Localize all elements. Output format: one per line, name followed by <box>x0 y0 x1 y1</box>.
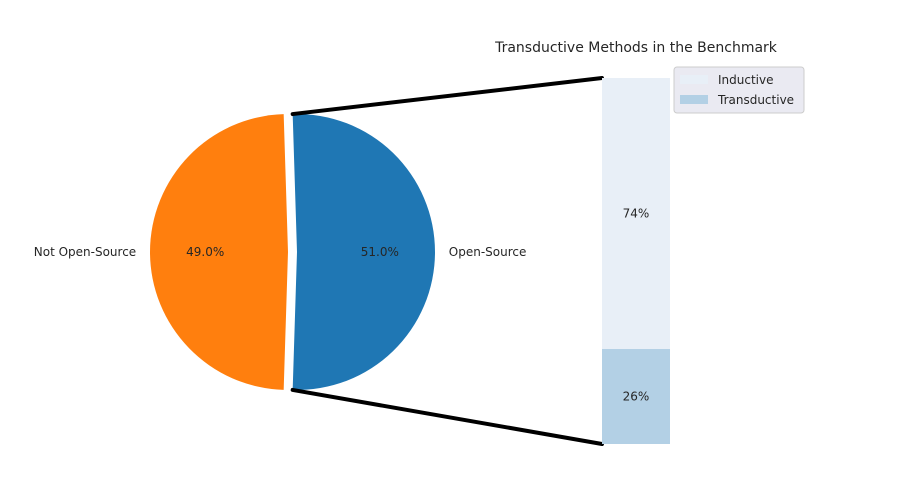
bar-segment-transductive <box>602 348 670 444</box>
legend-label-inductive: Inductive <box>718 73 774 87</box>
connector-line-bottom <box>290 387 604 446</box>
bar-value-label-inductive: 74% <box>623 206 650 220</box>
pie-category-label-not-open-source: Not Open-Source <box>34 245 136 259</box>
stacked-bar-chart: 26% 74% Transductive Methods in the Benchm… <box>494 40 778 444</box>
legend-label-transductive: Transductive <box>717 93 794 107</box>
connector-lines <box>290 76 604 446</box>
pie-chart: 51.0% Open-Source 49.0% Not Open-Source <box>34 114 527 391</box>
bar-chart-title: Transductive Methods in the Benchmark <box>494 40 778 56</box>
legend: Inductive Transductive <box>673 66 805 114</box>
pie-slice-not-open-source <box>149 114 288 390</box>
pie-slice-open-source <box>292 114 435 391</box>
pie-category-label-open-source: Open-Source <box>449 245 527 259</box>
bar-value-label-transductive: 26% <box>623 389 650 403</box>
legend-swatch-inductive <box>680 75 708 84</box>
bar-segment-inductive <box>602 78 670 349</box>
pie-value-label-open-source: 51.0% <box>361 245 399 259</box>
connector-line-top <box>290 76 604 117</box>
legend-swatch-transductive <box>680 95 708 104</box>
pie-value-label-not-open-source: 49.0% <box>186 245 224 259</box>
